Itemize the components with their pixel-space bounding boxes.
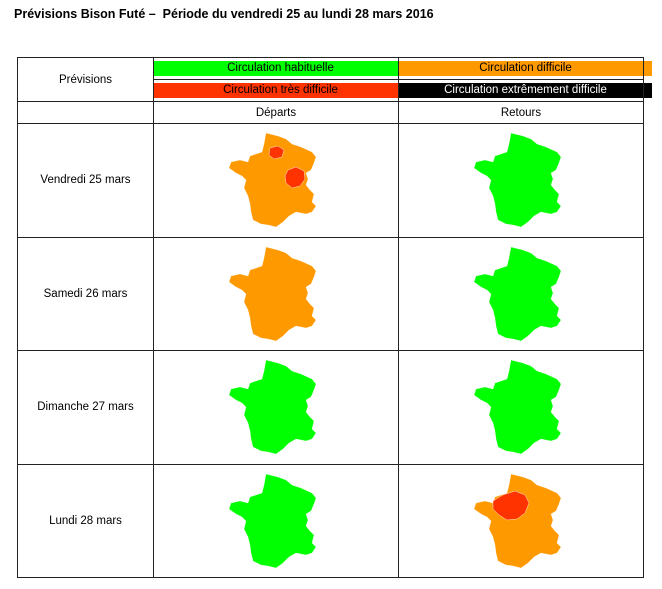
table-row: Samedi 26 mars (17, 236, 644, 352)
map-cell-departs (153, 463, 399, 578)
legend-habituelle: Circulation habituelle (154, 61, 407, 77)
france-shape (228, 133, 317, 228)
table-row: Dimanche 27 mars (17, 350, 644, 465)
empty-cell (17, 101, 154, 125)
table-row: Vendredi 25 mars (17, 123, 644, 238)
france-shape (473, 360, 562, 455)
day-label: Vendredi 25 mars (17, 123, 154, 238)
map-cell-retours (398, 236, 644, 352)
france-map-icon (473, 473, 562, 568)
france-shape (473, 473, 562, 568)
hotspot-paris (268, 146, 285, 160)
map-cell-retours (398, 350, 644, 465)
france-shape (228, 246, 317, 342)
france-shape (473, 246, 562, 342)
forecast-table: Prévisions Circulation habituelle Circul… (17, 56, 652, 578)
legend-cell-habituelle: Circulation habituelle (153, 56, 407, 81)
map-cell-retours (398, 463, 644, 578)
legend-cell-extremement-difficile: Circulation extrêmement difficile (398, 79, 652, 103)
page-title: Prévisions Bison Futé – Période du vendr… (14, 7, 434, 21)
table-row: Lundi 28 mars (17, 463, 644, 578)
legend-difficile: Circulation difficile (399, 61, 652, 77)
hotspot-centre (492, 490, 530, 520)
france-map-icon (228, 473, 317, 568)
previsions-header: Prévisions (17, 56, 154, 103)
map-cell-departs (153, 123, 399, 238)
day-label: Lundi 28 mars (17, 463, 154, 578)
hotspot-lyon (284, 167, 306, 189)
france-map-icon (228, 133, 317, 228)
column-header-retours: Retours (398, 101, 644, 125)
map-cell-departs (153, 236, 399, 352)
legend-cell-difficile: Circulation difficile (398, 56, 652, 81)
france-map-icon (228, 246, 317, 342)
map-cell-retours (398, 123, 644, 238)
france-map-icon (473, 360, 562, 455)
france-map-icon (473, 246, 562, 342)
column-header-departs: Départs (153, 101, 399, 125)
france-shape (473, 133, 562, 228)
day-label: Samedi 26 mars (17, 236, 154, 352)
legend-extremement-difficile: Circulation extrêmement difficile (399, 83, 652, 99)
legend-cell-tres-difficile: Circulation très difficile (153, 79, 407, 103)
day-label: Dimanche 27 mars (17, 350, 154, 465)
france-shape (228, 360, 317, 455)
map-cell-departs (153, 350, 399, 465)
france-map-icon (473, 133, 562, 228)
france-map-icon (228, 360, 317, 455)
france-shape (228, 473, 317, 568)
legend-tres-difficile: Circulation très difficile (154, 83, 407, 99)
